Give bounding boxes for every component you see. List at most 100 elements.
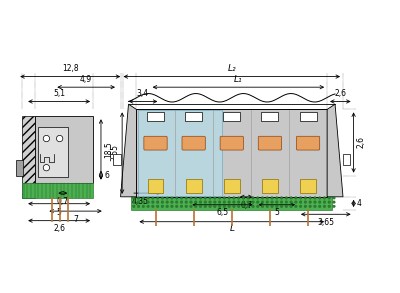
Circle shape	[318, 201, 321, 203]
Circle shape	[318, 205, 321, 208]
Circle shape	[323, 205, 326, 208]
Circle shape	[328, 197, 330, 199]
Circle shape	[285, 205, 288, 208]
Bar	[343, 154, 350, 165]
Circle shape	[180, 197, 183, 199]
Circle shape	[309, 205, 312, 208]
Circle shape	[185, 201, 188, 203]
Circle shape	[142, 205, 145, 208]
Circle shape	[232, 201, 235, 203]
Circle shape	[228, 197, 230, 199]
Bar	[136, 109, 327, 197]
Circle shape	[247, 197, 250, 199]
Circle shape	[142, 197, 145, 199]
Bar	[186, 179, 202, 193]
Circle shape	[137, 197, 140, 199]
Circle shape	[323, 197, 326, 199]
Text: 4: 4	[357, 199, 362, 208]
Circle shape	[333, 205, 335, 208]
Bar	[38, 127, 68, 177]
Circle shape	[323, 201, 326, 203]
Circle shape	[156, 201, 159, 203]
Circle shape	[276, 197, 278, 199]
Circle shape	[266, 205, 268, 208]
Circle shape	[156, 197, 159, 199]
Bar	[224, 179, 240, 193]
Text: 12,8: 12,8	[62, 64, 78, 74]
Circle shape	[314, 201, 316, 203]
Text: 0,7: 0,7	[240, 201, 252, 210]
Circle shape	[261, 197, 264, 199]
Bar	[223, 112, 240, 121]
FancyBboxPatch shape	[258, 136, 282, 150]
Circle shape	[290, 197, 292, 199]
Bar	[300, 179, 316, 193]
Text: 3,65: 3,65	[317, 218, 334, 227]
Circle shape	[271, 197, 273, 199]
Circle shape	[280, 205, 283, 208]
Circle shape	[294, 197, 297, 199]
Circle shape	[209, 197, 211, 199]
Circle shape	[299, 201, 302, 203]
Circle shape	[171, 201, 173, 203]
Circle shape	[256, 201, 259, 203]
Circle shape	[147, 205, 150, 208]
Bar	[147, 112, 164, 121]
Text: 2,6: 2,6	[334, 89, 346, 98]
Circle shape	[152, 197, 154, 199]
Circle shape	[285, 201, 288, 203]
Bar	[22, 183, 93, 198]
Circle shape	[223, 197, 226, 199]
Circle shape	[137, 205, 140, 208]
Text: 4,35: 4,35	[131, 197, 148, 206]
Text: 2,6: 2,6	[53, 224, 65, 233]
Circle shape	[299, 205, 302, 208]
Text: 3,4: 3,4	[137, 89, 149, 98]
Polygon shape	[327, 104, 343, 197]
Circle shape	[232, 197, 235, 199]
Circle shape	[266, 201, 268, 203]
Circle shape	[223, 201, 226, 203]
Text: 7: 7	[73, 215, 78, 224]
Circle shape	[204, 201, 207, 203]
Circle shape	[209, 205, 211, 208]
Circle shape	[218, 197, 221, 199]
Circle shape	[314, 205, 316, 208]
Circle shape	[156, 205, 159, 208]
Circle shape	[214, 201, 216, 203]
Circle shape	[247, 201, 250, 203]
Circle shape	[276, 201, 278, 203]
Circle shape	[237, 205, 240, 208]
Circle shape	[132, 201, 135, 203]
Bar	[185, 112, 202, 121]
Circle shape	[161, 201, 164, 203]
Circle shape	[132, 197, 135, 199]
Polygon shape	[120, 104, 136, 197]
Circle shape	[299, 197, 302, 199]
Circle shape	[56, 135, 63, 142]
Circle shape	[242, 201, 245, 203]
Bar	[262, 179, 278, 193]
Circle shape	[171, 197, 173, 199]
Circle shape	[166, 205, 168, 208]
Circle shape	[304, 205, 307, 208]
Circle shape	[252, 205, 254, 208]
Circle shape	[333, 201, 335, 203]
Circle shape	[190, 205, 192, 208]
Circle shape	[132, 205, 135, 208]
Bar	[300, 112, 316, 121]
Circle shape	[185, 205, 188, 208]
Circle shape	[309, 197, 312, 199]
Circle shape	[256, 197, 259, 199]
Circle shape	[228, 205, 230, 208]
Circle shape	[247, 205, 250, 208]
Circle shape	[185, 197, 188, 199]
Circle shape	[294, 205, 297, 208]
Circle shape	[190, 201, 192, 203]
Text: 5: 5	[274, 208, 279, 217]
FancyBboxPatch shape	[144, 136, 167, 150]
Circle shape	[175, 205, 178, 208]
Text: 3,55: 3,55	[110, 144, 119, 161]
Circle shape	[199, 205, 202, 208]
Circle shape	[204, 205, 207, 208]
